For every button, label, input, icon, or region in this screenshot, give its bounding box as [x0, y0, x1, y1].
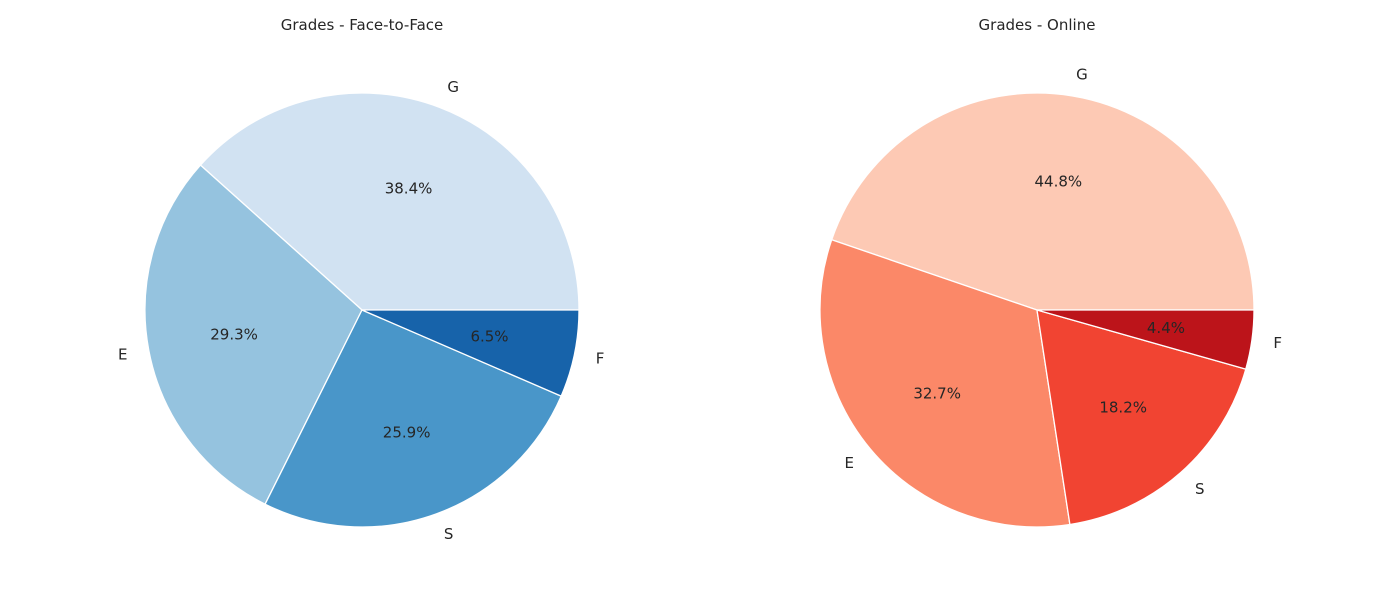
- percent-label-g: 38.4%: [385, 179, 433, 197]
- percent-label-s: 25.9%: [383, 423, 431, 441]
- pie-slice-g: [831, 92, 1255, 311]
- slice-label-e: E: [118, 346, 127, 364]
- percent-label-e: 29.3%: [210, 325, 258, 343]
- pie-chart-face-to-face: Grades - Face-to-Face G 38.4% E 29.3% S 25.9%…: [118, 16, 604, 543]
- pie-slice-e: [144, 164, 363, 505]
- percent-label-f: 6.5%: [470, 327, 508, 345]
- slice-label-f: F: [1273, 334, 1282, 352]
- slice-label-s: S: [1195, 480, 1205, 498]
- percent-label-s: 18.2%: [1099, 399, 1147, 417]
- pie-slice-f: [361, 309, 580, 397]
- slice-label-g: G: [1076, 66, 1088, 84]
- slice-label-g: G: [447, 78, 459, 96]
- pie-slice-g: [199, 92, 580, 311]
- pie-slice-f: [1036, 309, 1255, 370]
- slice-label-e: E: [844, 454, 853, 472]
- slice-label-s: S: [444, 525, 454, 543]
- pie-chart-online: Grades - Online G 44.8% E 32.7% S 18.2% F 4.4%: [819, 16, 1282, 528]
- chart-title-online: Grades - Online: [979, 16, 1096, 34]
- percent-label-g: 44.8%: [1035, 173, 1083, 191]
- percent-label-f: 4.4%: [1147, 319, 1185, 337]
- pie-slice-s: [1036, 309, 1247, 526]
- pie-slice-e: [819, 239, 1071, 528]
- percent-label-e: 32.7%: [913, 385, 961, 403]
- slice-label-f: F: [596, 349, 605, 367]
- chart-title-face-to-face: Grades - Face-to-Face: [281, 16, 444, 34]
